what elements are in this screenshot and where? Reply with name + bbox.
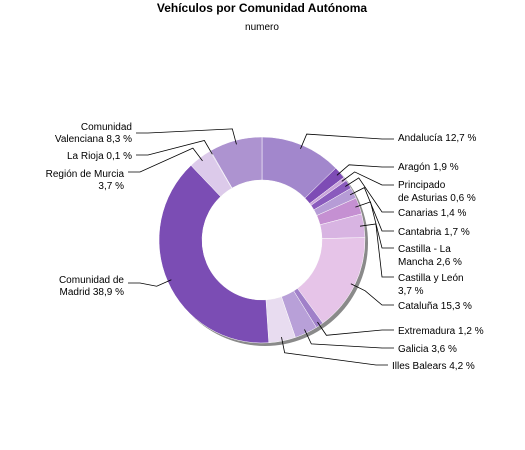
leader-canarias (345, 177, 394, 213)
label-principado-de-asturias: Principado de Asturias 0,6 % (398, 180, 476, 204)
leader-andalucia (300, 133, 394, 149)
leader-galicia (304, 329, 394, 349)
label-aragon: Aragón 1,9 % (398, 162, 459, 173)
label-illes-balears: Illes Balears 4,2 % (392, 361, 475, 372)
slices-group (158, 136, 368, 346)
labels-group: Andalucía 12,7 % Aragón 1,9 % Principado de… (46, 122, 484, 372)
label-la-rioja: La Rioja 0,1 % (67, 151, 132, 162)
leader-la-rioja (136, 140, 213, 156)
leader-cantabria (349, 187, 394, 232)
label-andalucia: Andalucía 12,7 % (398, 133, 476, 144)
label-extremadura: Extremadura 1,2 % (398, 326, 484, 337)
label-cataluna: Cataluña 15,3 % (398, 301, 472, 312)
chart-title: Vehículos por Comunidad Autónoma (157, 1, 368, 15)
leader-comunidad-valenciana (136, 128, 237, 145)
leader-lines-group (128, 128, 394, 366)
leader-illes-balears (281, 336, 388, 366)
leader-region-de-murcia (128, 147, 203, 173)
leader-castilla-y-leon (359, 223, 394, 278)
donut-hole (202, 180, 322, 300)
label-comunidad-de-madrid: Comunidad de Madrid 38,9 % (59, 275, 124, 298)
label-cantabria: Cantabria 1,7 % (398, 227, 470, 238)
leader-principado-de-asturias (341, 171, 394, 186)
slice-comunidad-valenciana (210, 136, 263, 189)
label-region-de-murcia: Región de Murcia 3,7 % (46, 169, 125, 192)
leader-cataluna (350, 283, 394, 306)
label-castilla-la-mancha: Castilla - La Mancha 2,6 % (398, 244, 462, 268)
leader-extremadura (317, 321, 394, 336)
label-castilla-y-leon: Castilla y León 3,7 % (398, 273, 464, 297)
chart-subtitle: numero (245, 22, 279, 33)
label-galicia: Galicia 3,6 % (398, 344, 457, 355)
label-canarias: Canarias 1,4 % (398, 208, 466, 219)
label-comunidad-valenciana: Comunidad Valenciana 8,3 % (55, 122, 132, 145)
leader-comunidad-de-madrid (128, 279, 172, 287)
leader-aragon (336, 164, 394, 176)
